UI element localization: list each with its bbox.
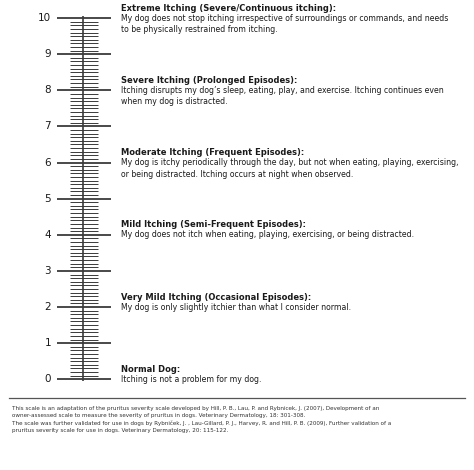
Text: 2: 2: [45, 302, 51, 312]
Text: My dog is only slightly itchier than what I consider normal.: My dog is only slightly itchier than wha…: [121, 303, 351, 312]
Text: Mild Itching (Semi-Frequent Episodes):: Mild Itching (Semi-Frequent Episodes):: [121, 220, 306, 229]
Text: 9: 9: [45, 49, 51, 59]
Text: 0: 0: [45, 374, 51, 384]
Text: 4: 4: [45, 230, 51, 240]
Text: Extreme Itching (Severe/Continuous itching):: Extreme Itching (Severe/Continuous itchi…: [121, 4, 336, 13]
Text: Normal Dog:: Normal Dog:: [121, 365, 180, 374]
Text: 8: 8: [45, 85, 51, 95]
Text: Itching disrupts my dog’s sleep, eating, play, and exercise. Itching continues e: Itching disrupts my dog’s sleep, eating,…: [121, 86, 444, 106]
Text: My dog does not stop itching irrespective of surroundings or commands, and needs: My dog does not stop itching irrespectiv…: [121, 14, 448, 34]
Text: My dog is itchy periodically through the day, but not when eating, playing, exer: My dog is itchy periodically through the…: [121, 158, 458, 179]
Text: Moderate Itching (Frequent Episodes):: Moderate Itching (Frequent Episodes):: [121, 148, 304, 157]
Text: Very Mild Itching (Occasional Episodes):: Very Mild Itching (Occasional Episodes):: [121, 293, 311, 302]
Text: 7: 7: [45, 121, 51, 132]
Text: 6: 6: [45, 157, 51, 167]
Text: Severe Itching (Prolonged Episodes):: Severe Itching (Prolonged Episodes):: [121, 76, 297, 85]
Text: This scale is an adaptation of the pruritus severity scale developed by Hill, P.: This scale is an adaptation of the pruri…: [12, 406, 391, 433]
Text: 10: 10: [38, 13, 51, 23]
Text: 1: 1: [45, 338, 51, 348]
Text: My dog does not itch when eating, playing, exercising, or being distracted.: My dog does not itch when eating, playin…: [121, 230, 414, 239]
Text: 3: 3: [45, 266, 51, 276]
Text: Itching is not a problem for my dog.: Itching is not a problem for my dog.: [121, 375, 261, 384]
Text: 5: 5: [45, 194, 51, 204]
